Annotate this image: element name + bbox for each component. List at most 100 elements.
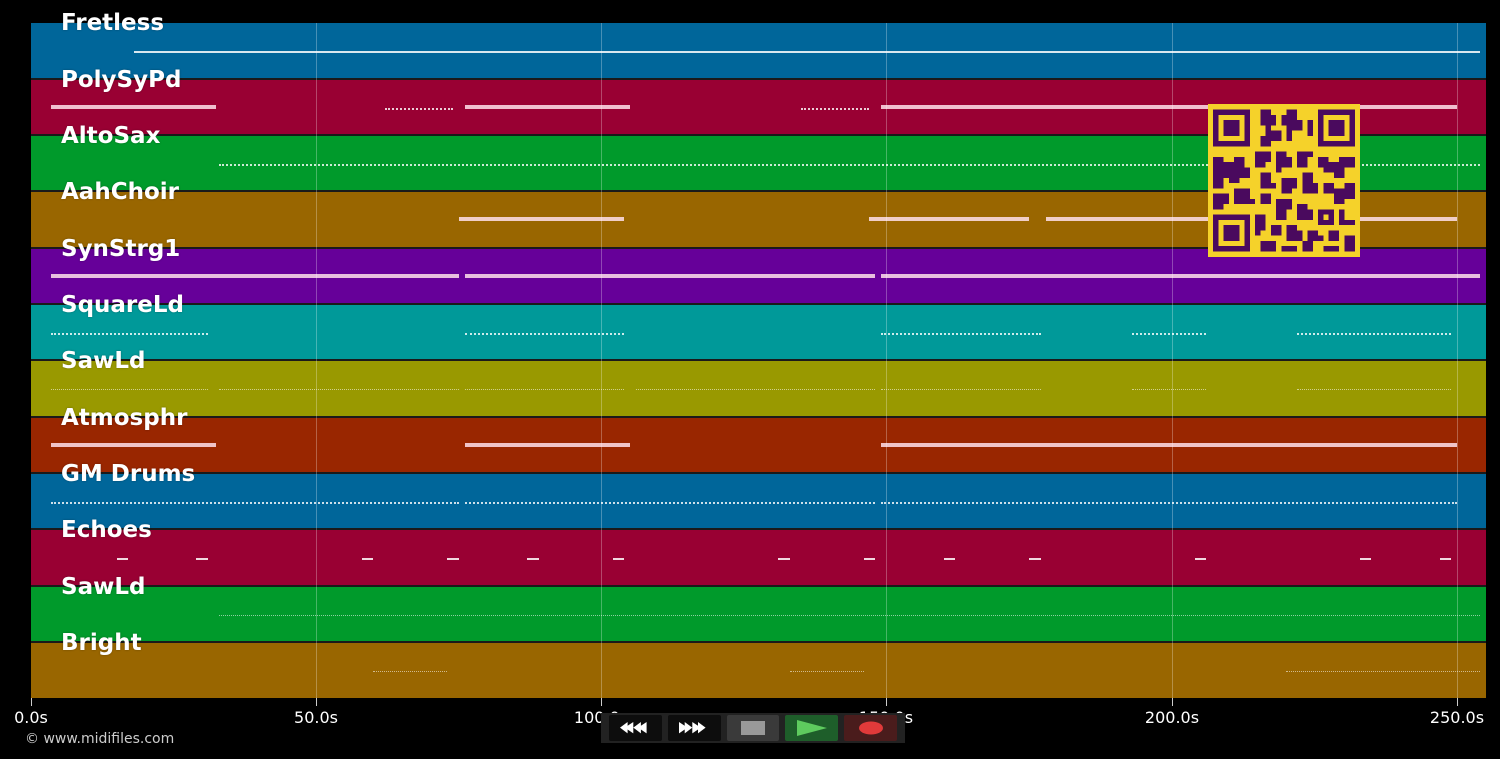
track-synstrg1[interactable]: SynStrg1 [31,236,1486,305]
note-segment [789,671,864,672]
track-bright[interactable]: Bright [31,630,1486,698]
note-segment [219,389,459,390]
note-segment [863,558,876,560]
note-segment [886,51,1480,53]
note-segment [464,105,630,109]
note-segment [50,389,208,390]
note-segment [943,558,956,560]
note-segment [361,558,374,560]
note-segment [1029,558,1041,560]
note-segment [447,558,459,560]
tick [316,698,317,706]
note-segment [1360,558,1372,560]
track-squareld[interactable]: SquareLd [31,292,1486,361]
track-label: AahChoir [61,179,179,205]
track-label: Bright [61,630,142,656]
qr-code [1208,104,1360,257]
note-segment [612,558,625,560]
note-segment [1285,671,1480,672]
track-label: SawLd [61,348,146,374]
track-gm-drums[interactable]: GM Drums [31,461,1486,530]
track-fretless[interactable]: Fretless [31,10,1486,80]
qr-code-icon [1208,104,1360,257]
tick [1457,698,1458,706]
track-label: AltoSax [61,123,161,149]
note-segment [50,333,208,335]
note-segment [1131,333,1206,335]
note-segment [464,274,876,278]
track-atmosphr[interactable]: Atmosphr [31,405,1486,474]
gridline-50s [316,23,317,698]
note-segment [880,105,1457,109]
gridline-200s [1172,23,1173,698]
note-segment [880,389,1041,390]
note-segment [464,51,887,53]
note-segment [880,443,1212,447]
note-segment [464,443,630,447]
tick-label-50s: 50.0s [294,708,338,727]
note-segment [801,108,870,110]
note-segment [1194,558,1207,560]
note-segment [50,502,459,504]
note-segment [1211,443,1292,447]
note-segment [880,502,1457,504]
note-segment [635,389,876,390]
tick [31,698,32,706]
transport-controls [601,713,905,743]
record-icon [858,721,883,735]
gridline-150s [886,23,887,698]
play-button[interactable] [785,715,839,741]
track-label: GM Drums [61,461,196,487]
note-segment [1291,443,1457,447]
note-segment [50,443,217,447]
track-label: SawLd [61,574,146,600]
note-segment [373,671,448,672]
note-segment [869,217,1030,221]
stop-button[interactable] [726,715,780,741]
tick [886,698,887,706]
track-label: Fretless [61,10,165,36]
note-segment [880,333,1041,335]
note-segment [219,615,1480,616]
gridline-250s [1457,23,1458,698]
note-segment [1131,389,1206,390]
note-segment [116,558,128,560]
track-sawld-2[interactable]: SawLd [31,574,1486,643]
tick-label-250s: 250.0s [1429,708,1485,727]
note-segment [133,51,465,53]
note-segment [880,274,1480,278]
note-segment [1439,558,1452,560]
tick [1172,698,1173,706]
fast-forward-icon [679,721,706,734]
record-button[interactable] [844,715,897,741]
play-icon [796,720,827,736]
note-segment [458,217,625,221]
stop-icon [740,721,765,735]
tick [601,698,602,706]
note-segment [196,558,208,560]
note-segment [464,389,625,390]
note-segment [464,333,625,335]
track-sawld[interactable]: SawLd [31,348,1486,418]
track-label: Echoes [61,517,152,543]
note-segment [384,108,454,110]
note-segment [778,558,790,560]
tick-label-200s: 200.0s [1144,708,1200,727]
note-segment [50,105,217,109]
note-segment [527,558,539,560]
gridline-100s [601,23,602,698]
track-label: SynStrg1 [61,236,181,262]
track-label: SquareLd [61,292,184,318]
note-segment [219,164,1480,166]
track-label: Atmosphr [61,405,188,431]
rewind-button[interactable] [609,715,662,741]
note-segment [50,274,459,278]
fast-forward-button[interactable] [667,715,721,741]
tick-label-0s: 0.0s [14,708,48,727]
track-echoes[interactable]: Echoes [31,517,1486,587]
rewind-icon [620,721,647,734]
note-segment [464,502,876,504]
copyright-text: © www.midifiles.com [25,731,175,747]
note-segment [1297,333,1452,335]
track-label: PolySyPd [61,67,182,93]
